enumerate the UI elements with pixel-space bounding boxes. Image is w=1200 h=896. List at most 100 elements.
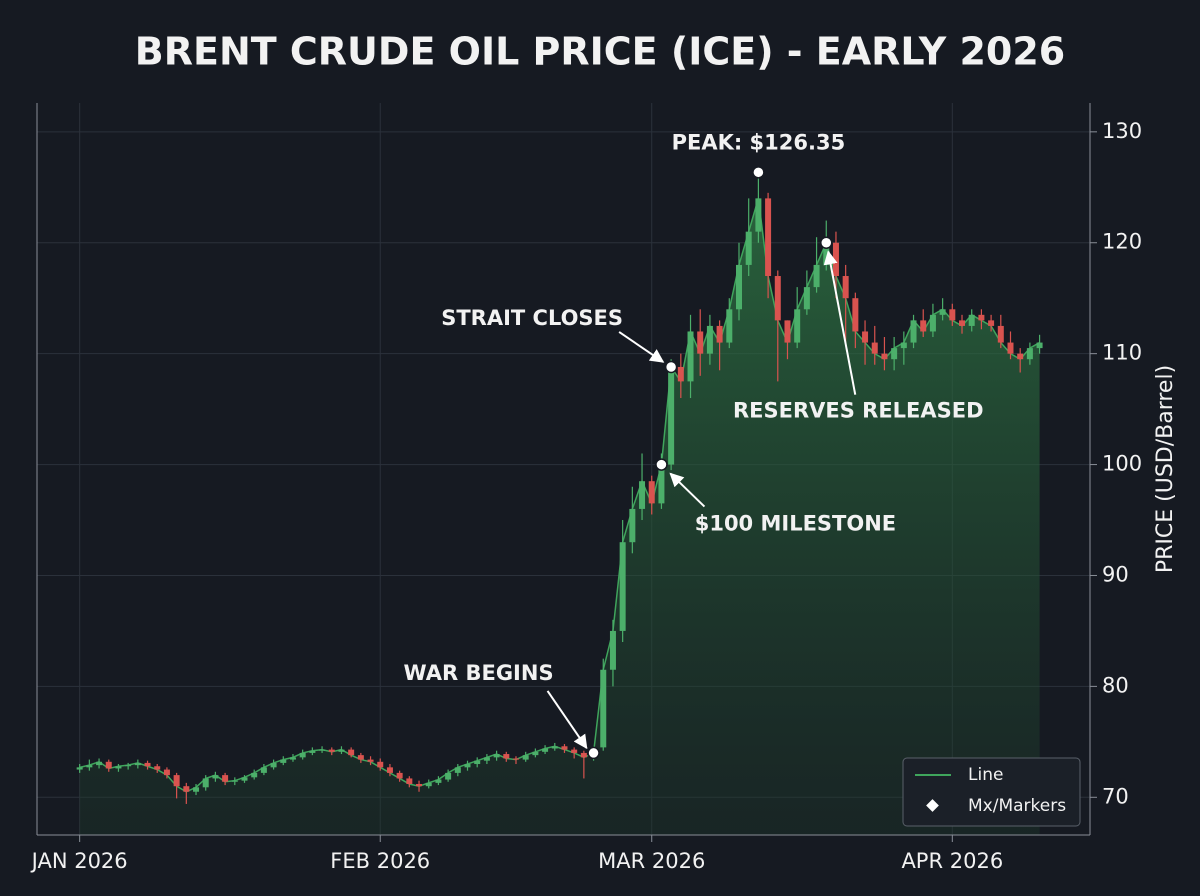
y-tick-label: 90 xyxy=(1102,562,1129,586)
annotation-label: WAR BEGINS xyxy=(404,661,554,685)
annotation-marker xyxy=(752,166,765,179)
candle-body xyxy=(386,767,393,773)
annotation-marker xyxy=(820,236,833,249)
candle-body xyxy=(115,766,122,769)
candle-body xyxy=(328,749,335,752)
candle-body xyxy=(668,366,675,465)
x-tick-label: MAR 2026 xyxy=(598,849,705,873)
candle-body xyxy=(571,749,578,753)
candle-body xyxy=(222,775,229,782)
candle-body xyxy=(687,331,694,382)
candle-body xyxy=(125,765,132,767)
candle-body xyxy=(522,755,529,760)
annotation-marker xyxy=(587,746,600,760)
candle-body xyxy=(154,766,161,770)
candle-body xyxy=(784,320,791,343)
candle-body xyxy=(1026,348,1033,360)
y-tick-label: 100 xyxy=(1102,452,1142,476)
candle-body xyxy=(134,762,141,766)
candle-body xyxy=(852,298,859,332)
candle-body xyxy=(338,749,345,752)
candle-body xyxy=(251,772,258,778)
candle-body xyxy=(173,775,180,787)
candle-body xyxy=(260,767,267,773)
candle-body xyxy=(86,765,93,768)
candle-body xyxy=(377,761,384,768)
candle-body xyxy=(997,325,1004,343)
candle-body xyxy=(629,508,636,543)
candle-body xyxy=(929,314,936,332)
candle-body xyxy=(580,752,587,758)
price-line xyxy=(79,198,1040,793)
candle-body xyxy=(881,353,888,360)
candle-body xyxy=(609,630,616,670)
candle-body xyxy=(978,314,985,321)
candle-body xyxy=(483,757,490,761)
candle-body xyxy=(988,320,995,326)
candle-body xyxy=(794,309,801,343)
candle-body xyxy=(445,772,452,780)
candle-body xyxy=(639,481,646,509)
candle-body xyxy=(736,264,742,310)
candle-body xyxy=(891,348,898,360)
candle-body xyxy=(396,772,403,779)
candle-body xyxy=(464,764,471,768)
candle-body xyxy=(416,783,423,787)
candle-body xyxy=(503,754,510,759)
candle-body xyxy=(532,751,539,756)
candle-body xyxy=(435,779,442,783)
candle-body xyxy=(697,331,704,354)
candle-body xyxy=(842,276,849,299)
annotation-label: RESERVES RELEASED xyxy=(733,399,984,423)
candle-body xyxy=(309,750,316,753)
y-axis-label: PRICE (USD/Barrel) xyxy=(1153,365,1178,573)
candle-body xyxy=(949,309,956,321)
candle-body xyxy=(813,264,820,288)
legend-label: Mx/Markers xyxy=(968,796,1066,816)
candle-body xyxy=(357,755,364,760)
y-tick-label: 80 xyxy=(1102,673,1129,697)
candle-body xyxy=(968,314,975,326)
y-tick-label: 70 xyxy=(1102,784,1129,808)
candle-body xyxy=(920,320,927,332)
annotation-arrow xyxy=(546,690,588,750)
candle-body xyxy=(716,325,723,343)
axes: 70 80 90 100 110 120 130 JAN 2026 FEB 2026 MAR 20… xyxy=(30,103,1142,873)
candle-body xyxy=(454,767,461,773)
candle-body xyxy=(512,758,519,760)
candle-body xyxy=(658,464,665,504)
candle-body xyxy=(474,760,481,765)
candle-body xyxy=(561,746,568,750)
candle-body xyxy=(289,757,296,760)
candle-body xyxy=(706,325,713,354)
candle-body xyxy=(551,746,558,749)
candle-body xyxy=(600,669,607,748)
y-tick-label: 120 xyxy=(1102,230,1142,254)
candle-body xyxy=(1007,342,1014,354)
candle-body xyxy=(493,754,500,758)
x-tick-label: FEB 2026 xyxy=(330,849,430,873)
candle-body xyxy=(1017,353,1024,360)
candle-body xyxy=(1036,342,1043,349)
candle-body xyxy=(765,198,772,277)
annotation-arrow xyxy=(669,472,706,508)
candle-body xyxy=(803,287,810,310)
candle-body xyxy=(183,786,190,792)
candle-body xyxy=(425,782,432,787)
candle-body xyxy=(299,752,306,758)
candle-body xyxy=(871,342,878,354)
candle-body xyxy=(542,748,549,752)
candle-body xyxy=(163,769,170,776)
legend-label: Line xyxy=(968,765,1003,785)
annotation-label: PEAK: $126.35 xyxy=(672,130,846,154)
candle-body xyxy=(959,320,966,326)
x-tick-label: APR 2026 xyxy=(901,849,1003,873)
candle-body xyxy=(726,309,733,343)
candle-body xyxy=(144,762,151,767)
candle-body xyxy=(270,762,277,768)
annotation-marker xyxy=(655,458,668,471)
chart-title: BRENT CRUDE OIL PRICE (ICE) - EARLY 2026 xyxy=(135,30,1065,74)
candle-body xyxy=(231,780,238,782)
candle-body xyxy=(745,231,752,265)
